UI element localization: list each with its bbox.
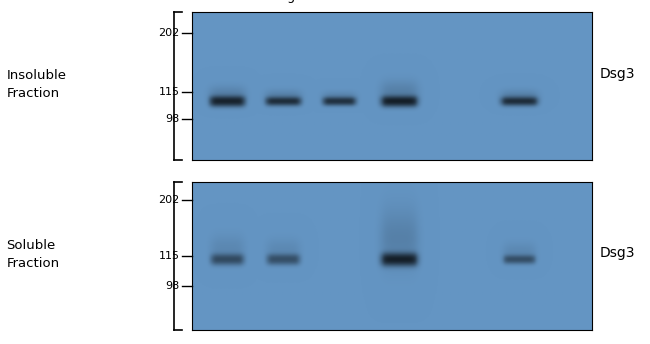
Text: 98: 98	[166, 114, 180, 123]
Text: NP2: NP2	[387, 0, 412, 3]
Text: P2: P2	[332, 0, 347, 3]
Text: Insoluble
Fraction: Insoluble Fraction	[6, 69, 66, 100]
Text: Dsg3: Dsg3	[599, 246, 635, 260]
Text: Soluble
Fraction: Soluble Fraction	[6, 239, 60, 270]
Text: P1: P1	[452, 0, 467, 3]
Text: Neg: Neg	[271, 0, 296, 3]
Text: PBS: PBS	[216, 0, 240, 3]
Text: 115: 115	[159, 251, 180, 261]
Text: 202: 202	[159, 195, 180, 205]
Text: 98: 98	[166, 281, 180, 291]
Text: Dsg3: Dsg3	[599, 67, 635, 81]
Text: NP1: NP1	[507, 0, 532, 3]
Text: 115: 115	[159, 87, 180, 97]
Text: 202: 202	[159, 28, 180, 38]
